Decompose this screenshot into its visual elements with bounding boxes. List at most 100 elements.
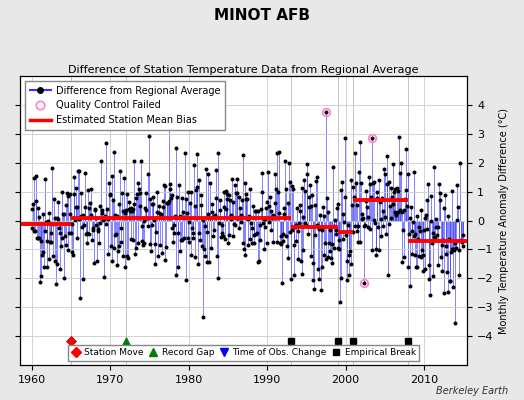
Point [329,164,337,170]
Point [339,236,347,242]
Point [39,211,47,218]
Point [205,180,214,186]
Point [216,206,224,213]
Point [294,220,303,226]
Point [366,226,375,232]
Point [286,229,294,236]
Point [305,204,313,210]
Point [126,207,134,214]
Legend: Station Move, Record Gap, Time of Obs. Change, Empirical Break: Station Move, Record Gap, Time of Obs. C… [68,344,419,361]
Point [433,262,442,269]
Point [100,273,108,280]
Point [94,228,102,234]
Point [330,245,339,251]
Point [156,242,164,248]
Point [455,272,464,278]
Point [437,254,445,260]
Point [105,192,114,198]
Point [422,197,431,203]
Point [417,254,425,260]
Point [55,224,63,231]
Point [104,250,113,257]
Point [304,231,312,238]
Point [307,203,315,209]
Point [215,197,224,204]
Point [69,190,78,197]
Point [238,240,247,246]
Point [303,170,312,177]
Point [52,261,61,268]
Point [281,186,290,192]
Point [390,186,399,193]
Point [203,228,211,235]
Point [414,236,422,242]
Point [47,230,55,236]
Point [225,232,233,238]
Point [267,227,275,234]
Point [98,207,106,214]
Point [436,190,444,196]
Point [345,272,354,278]
Point [211,212,219,218]
Text: MINOT AFB: MINOT AFB [214,8,310,23]
Point [129,158,138,165]
Point [52,280,60,287]
Point [108,258,116,264]
Point [241,252,249,258]
Point [191,203,199,209]
Point [332,230,341,237]
Point [169,238,177,245]
Point [375,177,383,184]
Point [34,204,42,211]
Point [395,133,403,140]
Point [243,196,252,202]
Point [226,216,235,222]
Point [100,216,108,222]
Point [107,172,116,179]
Point [272,186,280,192]
Point [63,190,71,196]
Point [435,181,443,187]
Point [406,215,414,221]
Point [233,175,242,182]
Point [417,207,425,213]
Point [214,274,223,281]
Point [280,205,289,211]
Point [183,235,192,242]
Point [230,221,238,228]
Point [187,252,195,258]
Point [428,240,436,246]
Point [336,298,344,305]
Point [183,209,191,216]
Point [210,213,218,219]
Point [212,167,221,173]
Point [259,216,268,222]
Point [162,244,170,250]
Point [425,292,434,299]
Point [391,209,399,216]
Point [168,224,176,231]
Point [419,252,428,258]
Point [132,195,140,202]
Point [42,219,50,225]
Point [285,159,293,166]
Point [146,241,155,248]
Point [383,180,391,187]
Point [54,216,63,222]
Point [397,160,405,166]
Point [35,235,43,241]
Point [198,243,206,250]
Point [67,230,75,236]
Point [344,222,352,228]
Point [247,220,255,226]
Point [296,208,304,214]
Point [262,205,270,212]
Point [267,208,276,214]
Point [314,266,322,272]
Point [424,262,433,268]
Point [215,220,223,226]
Point [302,161,311,168]
Point [171,145,180,151]
Point [430,164,438,170]
Point [103,216,112,222]
